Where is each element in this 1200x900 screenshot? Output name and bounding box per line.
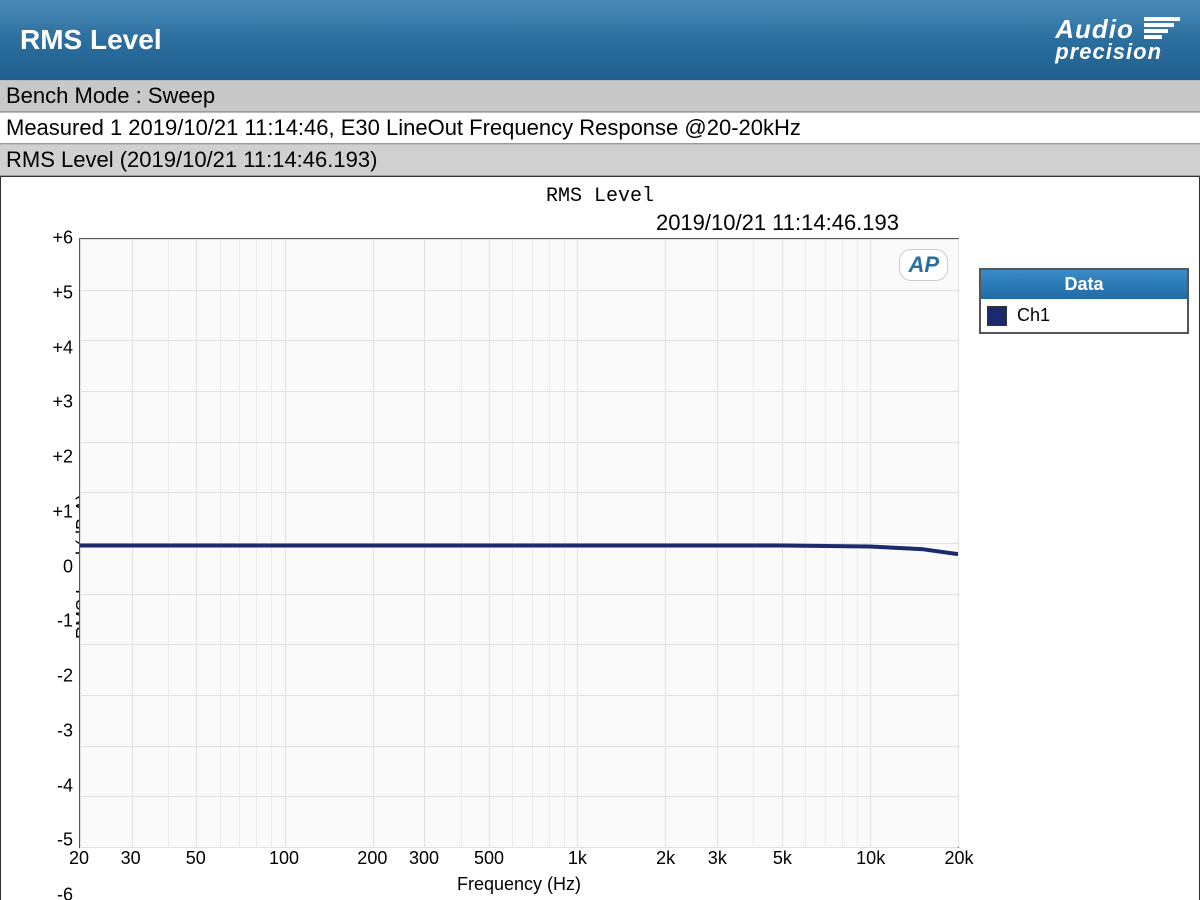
y-tick-label: +1 bbox=[52, 501, 73, 522]
x-tick-label: 20k bbox=[944, 848, 973, 869]
y-tick-label: +2 bbox=[52, 447, 73, 468]
x-axis-ticks: 2030501002003005001k2k3k5k10k20k bbox=[79, 848, 959, 872]
bench-mode-line: Bench Mode : Sweep bbox=[0, 80, 1200, 112]
plot-area[interactable]: AP bbox=[79, 238, 959, 848]
gridline-vertical bbox=[958, 239, 959, 847]
logo-bottom-text: precision bbox=[1055, 42, 1180, 63]
y-tick-label: -2 bbox=[57, 666, 73, 687]
x-tick-label: 20 bbox=[69, 848, 89, 869]
logo-bars-icon bbox=[1144, 17, 1180, 41]
x-tick-label: 50 bbox=[186, 848, 206, 869]
x-tick-label: 3k bbox=[708, 848, 727, 869]
audio-precision-logo: Audio precision bbox=[1055, 17, 1180, 63]
x-tick-label: 5k bbox=[773, 848, 792, 869]
data-svg bbox=[80, 239, 958, 847]
legend-box: Data Ch1 bbox=[979, 268, 1189, 334]
x-axis-label: Frequency (Hz) bbox=[79, 874, 959, 895]
legend-item[interactable]: Ch1 bbox=[981, 299, 1187, 332]
x-tick-label: 200 bbox=[357, 848, 387, 869]
y-tick-label: -4 bbox=[57, 775, 73, 796]
x-tick-label: 500 bbox=[474, 848, 504, 869]
measured-line: Measured 1 2019/10/21 11:14:46, E30 Line… bbox=[0, 112, 1200, 144]
legend-swatch bbox=[987, 306, 1007, 326]
legend-column: Data Ch1 bbox=[979, 238, 1189, 895]
y-tick-label: +5 bbox=[52, 282, 73, 303]
y-tick-label: -3 bbox=[57, 720, 73, 741]
x-tick-label: 1k bbox=[568, 848, 587, 869]
y-axis-label-wrap: RMS Level (dBrA) bbox=[11, 238, 39, 895]
legend-header: Data bbox=[981, 270, 1187, 299]
legend-label: Ch1 bbox=[1017, 305, 1050, 326]
y-tick-label: -6 bbox=[57, 885, 73, 900]
y-tick-label: -1 bbox=[57, 611, 73, 632]
chart-timestamp: 2019/10/21 11:14:46.193 bbox=[11, 210, 1189, 236]
x-tick-label: 300 bbox=[409, 848, 439, 869]
y-tick-label: +4 bbox=[52, 337, 73, 358]
chart-title: RMS Level bbox=[11, 185, 1189, 208]
y-tick-label: 0 bbox=[63, 556, 73, 577]
page-title: RMS Level bbox=[20, 24, 162, 56]
x-tick-label: 10k bbox=[856, 848, 885, 869]
x-tick-label: 30 bbox=[121, 848, 141, 869]
app-header: RMS Level Audio precision bbox=[0, 0, 1200, 80]
chart-panel: RMS Level 2019/10/21 11:14:46.193 RMS Le… bbox=[0, 176, 1200, 900]
series-line bbox=[80, 546, 958, 555]
x-tick-label: 100 bbox=[269, 848, 299, 869]
y-axis-ticks: +6+5+4+3+2+10-1-2-3-4-5-6 bbox=[39, 238, 79, 895]
x-tick-label: 2k bbox=[656, 848, 675, 869]
y-tick-label: +6 bbox=[52, 228, 73, 249]
section-title: RMS Level (2019/10/21 11:14:46.193) bbox=[0, 144, 1200, 176]
y-tick-label: +3 bbox=[52, 392, 73, 413]
